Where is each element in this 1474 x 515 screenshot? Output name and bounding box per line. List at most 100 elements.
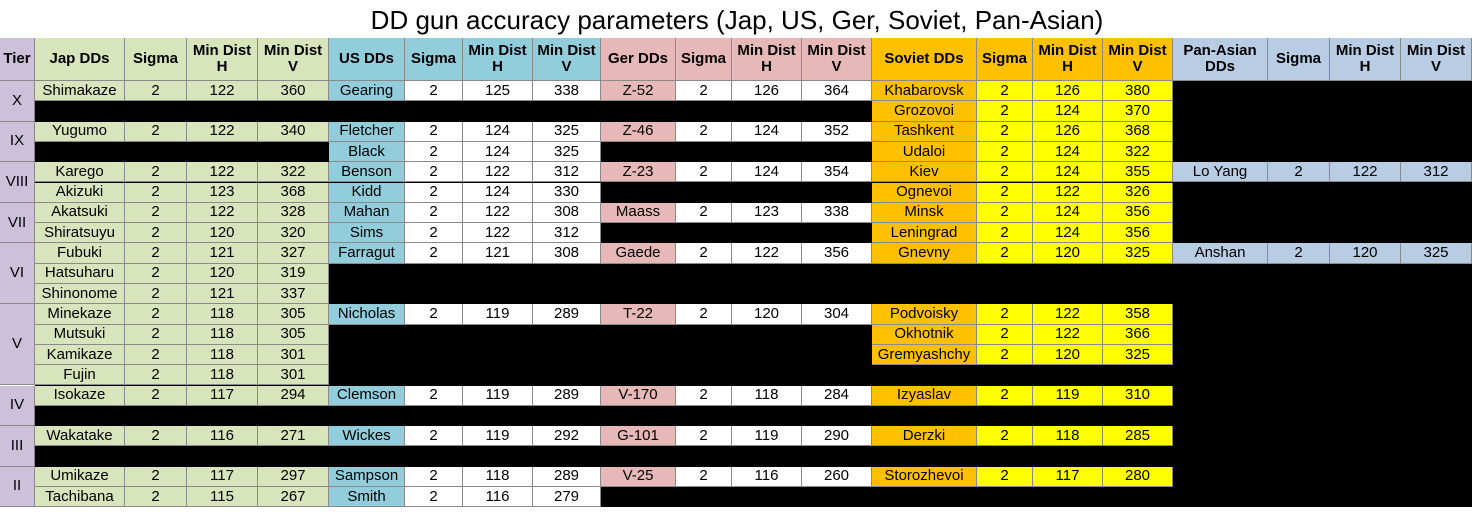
- us-sigma: 2: [405, 385, 463, 406]
- soviet-mindist-h: 126: [1033, 81, 1103, 102]
- ger-ship-name: T-22: [601, 304, 676, 325]
- soviet-mindist-h: 124: [1033, 202, 1103, 224]
- us-ship-name: Mahan: [329, 202, 405, 224]
- us-mindist-v: 292: [533, 426, 601, 447]
- us-ship-name: Gearing: [329, 81, 405, 102]
- jap-mindist-v: 294: [258, 385, 329, 406]
- us-sigma: 2: [405, 487, 463, 508]
- us-sigma: 2: [405, 81, 463, 102]
- soviet-mindist-v: 380: [1103, 81, 1173, 102]
- us-sigma: 2: [405, 243, 463, 264]
- jap-mindist-v: 267: [258, 487, 329, 508]
- us-sigma: 2: [405, 162, 463, 183]
- soviet-mindist-h: 119: [1033, 385, 1103, 406]
- tier-label: V: [0, 304, 35, 386]
- jap-mindist-v: 305: [258, 324, 329, 345]
- panasian-ship-name: Lo Yang: [1173, 162, 1268, 183]
- soviet-mindist-v: 368: [1103, 121, 1173, 142]
- us-mindist-v: 330: [533, 182, 601, 203]
- soviet-mindist-h: 117: [1033, 466, 1103, 487]
- header-soviet-mindist-v: Min Dist V: [1103, 38, 1173, 81]
- soviet-mindist-h: 124: [1033, 101, 1103, 122]
- jap-mindist-h: 116: [187, 426, 258, 447]
- soviet-ship-name: Udaloi: [872, 141, 977, 163]
- header-panasian-sigma: Sigma: [1268, 38, 1330, 81]
- ger-mindist-v: 284: [802, 385, 872, 406]
- tier-label: II: [0, 466, 35, 508]
- tier-label: VIII: [0, 162, 35, 203]
- soviet-ship-name: Leningrad: [872, 223, 977, 244]
- jap-sigma: 2: [125, 121, 187, 142]
- soviet-mindist-v: 280: [1103, 466, 1173, 487]
- ger-sigma: 2: [676, 385, 732, 406]
- us-sigma: 2: [405, 202, 463, 224]
- us-sigma: 2: [405, 426, 463, 447]
- jap-mindist-v: 271: [258, 426, 329, 447]
- soviet-mindist-h: 122: [1033, 182, 1103, 203]
- header-us-mindist-v: Min Dist V: [533, 38, 601, 81]
- soviet-ship-name: Izyaslav: [872, 385, 977, 406]
- jap-sigma: 2: [125, 324, 187, 345]
- soviet-mindist-h: 124: [1033, 223, 1103, 244]
- soviet-ship-name: Khabarovsk: [872, 81, 977, 102]
- soviet-ship-name: Derzki: [872, 426, 977, 447]
- ger-ship-name: Z-52: [601, 81, 676, 102]
- jap-sigma: 2: [125, 385, 187, 406]
- soviet-ship-name: Kiev: [872, 162, 977, 183]
- ger-mindist-h: 124: [732, 121, 802, 142]
- header-tier: Tier: [0, 38, 35, 81]
- tier-label: IV: [0, 385, 35, 427]
- jap-sigma: 2: [125, 304, 187, 325]
- soviet-mindist-v: 358: [1103, 304, 1173, 325]
- us-sigma: 2: [405, 121, 463, 142]
- soviet-ship-name: Okhotnik: [872, 324, 977, 345]
- jap-sigma: 2: [125, 344, 187, 366]
- jap-mindist-h: 115: [187, 487, 258, 508]
- soviet-ship-name: Podvoisky: [872, 304, 977, 325]
- ger-ship-name: Z-23: [601, 162, 676, 183]
- us-mindist-h: 124: [463, 141, 533, 163]
- ger-ship-name: Gaede: [601, 243, 676, 264]
- jap-mindist-v: 368: [258, 182, 329, 203]
- ger-sigma: 2: [676, 243, 732, 264]
- ger-sigma: 2: [676, 202, 732, 224]
- jap-mindist-v: 327: [258, 243, 329, 264]
- soviet-mindist-h: 122: [1033, 304, 1103, 325]
- ger-mindist-h: 126: [732, 81, 802, 102]
- us-mindist-h: 119: [463, 426, 533, 447]
- jap-mindist-h: 118: [187, 365, 258, 386]
- ger-sigma: 2: [676, 304, 732, 325]
- jap-ship-name: Karego: [35, 162, 125, 183]
- us-ship-name: Smith: [329, 487, 405, 508]
- us-mindist-h: 122: [463, 202, 533, 224]
- jap-mindist-h: 122: [187, 162, 258, 183]
- jap-mindist-h: 120: [187, 263, 258, 284]
- header-ger-mindist-v: Min Dist V: [802, 38, 872, 81]
- ger-mindist-v: 338: [802, 202, 872, 224]
- soviet-sigma: 2: [977, 141, 1033, 163]
- panasian-ship-name: Anshan: [1173, 243, 1268, 264]
- panasian-sigma: 2: [1268, 162, 1330, 183]
- ger-ship-name: V-170: [601, 385, 676, 406]
- jap-mindist-v: 337: [258, 284, 329, 305]
- tier-label: VII: [0, 202, 35, 244]
- soviet-mindist-v: 325: [1103, 243, 1173, 264]
- soviet-sigma: 2: [977, 243, 1033, 264]
- tier-label: IX: [0, 121, 35, 163]
- soviet-ship-name: Tashkent: [872, 121, 977, 142]
- us-mindist-v: 325: [533, 141, 601, 163]
- jap-mindist-h: 118: [187, 324, 258, 345]
- us-ship-name: Clemson: [329, 385, 405, 406]
- jap-ship-name: Kamikaze: [35, 344, 125, 366]
- us-mindist-v: 325: [533, 121, 601, 142]
- header-jap-name: Jap DDs: [35, 38, 125, 81]
- ger-ship-name: V-25: [601, 466, 676, 487]
- jap-sigma: 2: [125, 466, 187, 487]
- us-ship-name: Farragut: [329, 243, 405, 264]
- panasian-mindist-h: 122: [1330, 162, 1401, 183]
- jap-sigma: 2: [125, 81, 187, 102]
- us-mindist-h: 116: [463, 487, 533, 508]
- header-jap-mindist-v: Min Dist V: [258, 38, 329, 81]
- jap-mindist-h: 117: [187, 466, 258, 487]
- us-mindist-v: 289: [533, 466, 601, 487]
